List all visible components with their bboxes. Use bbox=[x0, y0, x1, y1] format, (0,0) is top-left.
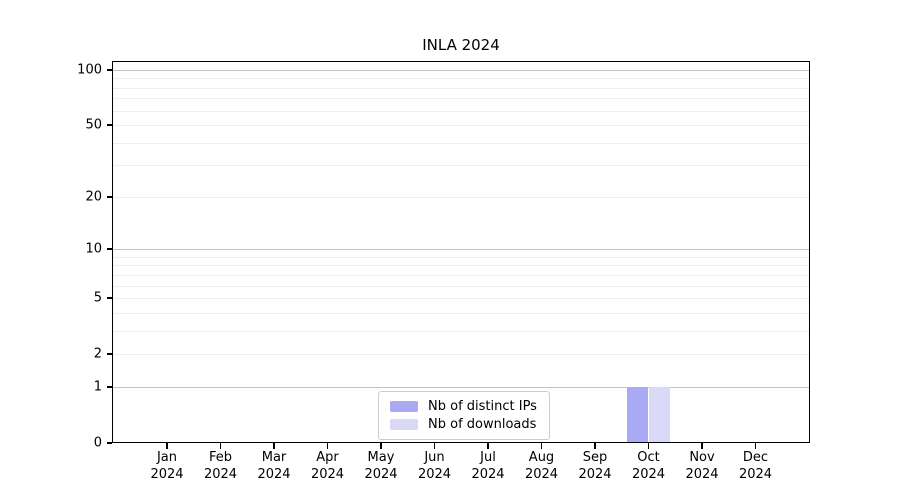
x-axis-tick bbox=[487, 443, 489, 449]
x-axis-tick bbox=[166, 443, 168, 449]
y-axis-tick bbox=[106, 248, 112, 250]
x-axis-tick bbox=[701, 443, 703, 449]
y-axis-tick bbox=[106, 353, 112, 355]
gridline-minor bbox=[112, 298, 810, 300]
x-tick-label: Jan 2024 bbox=[150, 450, 184, 482]
chart-title: INLA 2024 bbox=[422, 36, 500, 54]
y-axis-tick bbox=[106, 69, 112, 71]
x-tick-label: Oct 2024 bbox=[631, 450, 666, 482]
gridline-minor bbox=[112, 274, 810, 276]
legend-item-distinct-ips: Nb of distinct IPs bbox=[390, 399, 537, 414]
y-tick-label: 100 bbox=[77, 62, 102, 78]
x-tick-label: Jun 2024 bbox=[417, 450, 452, 482]
y-axis-tick bbox=[106, 124, 112, 126]
gridline-minor bbox=[112, 165, 810, 167]
x-axis-tick bbox=[380, 443, 382, 449]
x-tick-label: Apr 2024 bbox=[310, 450, 345, 482]
gridline-minor bbox=[112, 265, 810, 267]
x-tick-label: May 2024 bbox=[364, 450, 398, 482]
x-axis-tick bbox=[433, 443, 436, 449]
legend-swatch-downloads-icon bbox=[390, 419, 418, 430]
y-tick-label: 10 bbox=[85, 241, 102, 257]
bar-nb-of-distinct-ips bbox=[627, 386, 649, 443]
y-tick-label: 50 bbox=[85, 117, 102, 133]
x-tick-label: Aug 2024 bbox=[524, 450, 559, 482]
legend-label-distinct-ips: Nb of distinct IPs bbox=[428, 399, 537, 414]
gridline-minor bbox=[112, 98, 810, 100]
y-axis-tick bbox=[106, 297, 112, 299]
y-tick-label: 5 bbox=[93, 290, 102, 306]
x-axis-tick bbox=[273, 443, 275, 449]
x-tick-label: Feb 2024 bbox=[203, 450, 238, 482]
y-axis-tick bbox=[106, 442, 112, 444]
gridline-minor bbox=[112, 285, 810, 287]
gridline-major bbox=[112, 249, 810, 251]
gridline-minor bbox=[112, 256, 810, 258]
y-axis-tick bbox=[106, 196, 112, 198]
gridline-minor bbox=[112, 142, 810, 144]
gridline-minor bbox=[112, 110, 810, 112]
axes-frame bbox=[112, 61, 810, 443]
x-axis-tick bbox=[540, 443, 543, 449]
x-axis-tick bbox=[219, 443, 222, 449]
gridline-minor bbox=[112, 330, 810, 332]
gridline-major bbox=[112, 386, 810, 388]
x-tick-label: Mar 2024 bbox=[257, 450, 291, 482]
x-tick-label: Jul 2024 bbox=[471, 450, 505, 482]
x-axis-tick bbox=[594, 443, 596, 449]
y-axis-tick bbox=[106, 386, 112, 388]
gridline-major bbox=[112, 69, 810, 71]
gridline-minor bbox=[112, 87, 810, 89]
y-tick-label: 0 bbox=[93, 435, 102, 451]
gridline-minor bbox=[112, 78, 810, 80]
legend-swatch-distinct-ips-icon bbox=[390, 401, 418, 412]
x-tick-label: Nov 2024 bbox=[685, 450, 719, 482]
legend-item-downloads: Nb of downloads bbox=[390, 417, 537, 432]
legend: Nb of distinct IPs Nb of downloads bbox=[378, 391, 550, 440]
x-tick-label: Dec 2024 bbox=[738, 450, 773, 482]
y-tick-label: 2 bbox=[93, 346, 102, 362]
y-tick-label: 1 bbox=[93, 379, 102, 395]
x-axis-tick bbox=[754, 443, 757, 449]
gridline-minor bbox=[112, 125, 810, 127]
gridline-minor bbox=[112, 354, 810, 356]
x-tick-label: Sep 2024 bbox=[578, 450, 612, 482]
legend-label-downloads: Nb of downloads bbox=[428, 417, 537, 432]
x-axis-tick bbox=[647, 443, 650, 449]
y-tick-label: 20 bbox=[85, 189, 102, 205]
bar-nb-of-downloads bbox=[648, 386, 670, 443]
gridline-minor bbox=[112, 312, 810, 314]
gridline-minor bbox=[112, 196, 810, 198]
x-axis-tick bbox=[326, 443, 329, 449]
